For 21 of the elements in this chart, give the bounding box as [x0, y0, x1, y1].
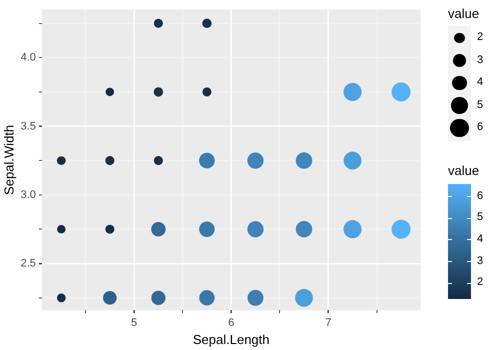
color-bar-label: 4	[477, 232, 484, 245]
legend-label: 3	[477, 54, 484, 66]
y-tick-label: 4.0	[20, 52, 36, 64]
color-bar-title: value	[448, 162, 480, 178]
y-tick-label: 3.0	[20, 188, 36, 201]
y-tick-label: 2.5	[20, 258, 36, 270]
legend-label: 2	[477, 31, 484, 43]
legend-title: value	[448, 6, 480, 21]
legend-label: 4	[477, 76, 484, 88]
color-bar-label: 5	[477, 211, 484, 224]
y-tick-label: 3.5	[20, 120, 36, 132]
y-axis-title: Sepal.Width	[1, 124, 16, 195]
x-tick-label: 5	[131, 316, 138, 329]
color-bar-label: 2	[477, 276, 484, 288]
x-tick-label: 6	[228, 316, 234, 329]
x-axis-title: Sepal.Length	[192, 332, 270, 347]
legend-label: 5	[477, 98, 484, 110]
x-tick-label: 7	[325, 316, 332, 329]
color-bar-label: 3	[477, 254, 484, 267]
legend-label: 6	[477, 121, 484, 133]
color-bar-label: 6	[477, 190, 484, 202]
